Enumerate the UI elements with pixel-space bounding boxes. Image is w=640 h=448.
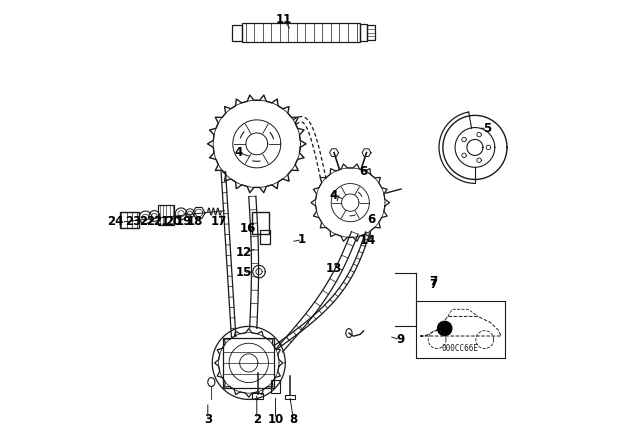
Text: 10: 10	[268, 413, 284, 426]
Text: 20: 20	[165, 215, 181, 228]
Bar	[120, 212, 140, 228]
Text: 4: 4	[235, 146, 243, 159]
Bar	[271, 380, 280, 393]
Text: 11: 11	[275, 13, 292, 26]
Text: 24: 24	[107, 215, 124, 228]
Text: 7: 7	[429, 276, 438, 289]
Text: 23: 23	[125, 215, 141, 228]
Text: 22: 22	[139, 215, 156, 228]
Text: 5: 5	[483, 122, 491, 135]
Text: 9: 9	[396, 333, 404, 346]
Text: 000CC66E: 000CC66E	[442, 344, 479, 353]
Text: 6: 6	[367, 213, 375, 226]
Text: 8: 8	[289, 413, 298, 426]
Text: 21: 21	[153, 215, 169, 228]
Text: 2: 2	[253, 413, 261, 426]
Bar	[252, 212, 269, 234]
Bar	[360, 24, 367, 42]
Bar	[367, 26, 375, 40]
Bar	[260, 230, 270, 244]
Bar	[223, 338, 275, 388]
Circle shape	[438, 321, 452, 336]
Bar	[242, 23, 360, 43]
Text: 3: 3	[204, 413, 212, 426]
Text: 4: 4	[329, 189, 337, 202]
Text: 13: 13	[325, 262, 342, 275]
Bar	[232, 25, 242, 41]
Text: 19: 19	[176, 215, 193, 228]
Text: 18: 18	[186, 215, 203, 228]
Text: 12: 12	[236, 246, 252, 259]
Text: 14: 14	[360, 234, 376, 247]
Bar	[158, 205, 175, 225]
Text: 15: 15	[236, 266, 252, 279]
Text: 6: 6	[360, 165, 368, 178]
Text: 16: 16	[240, 222, 256, 235]
Text: 7: 7	[429, 278, 438, 291]
Bar	[252, 393, 263, 399]
Text: 17: 17	[211, 215, 227, 228]
Bar	[285, 395, 294, 400]
Text: 1: 1	[298, 233, 307, 246]
